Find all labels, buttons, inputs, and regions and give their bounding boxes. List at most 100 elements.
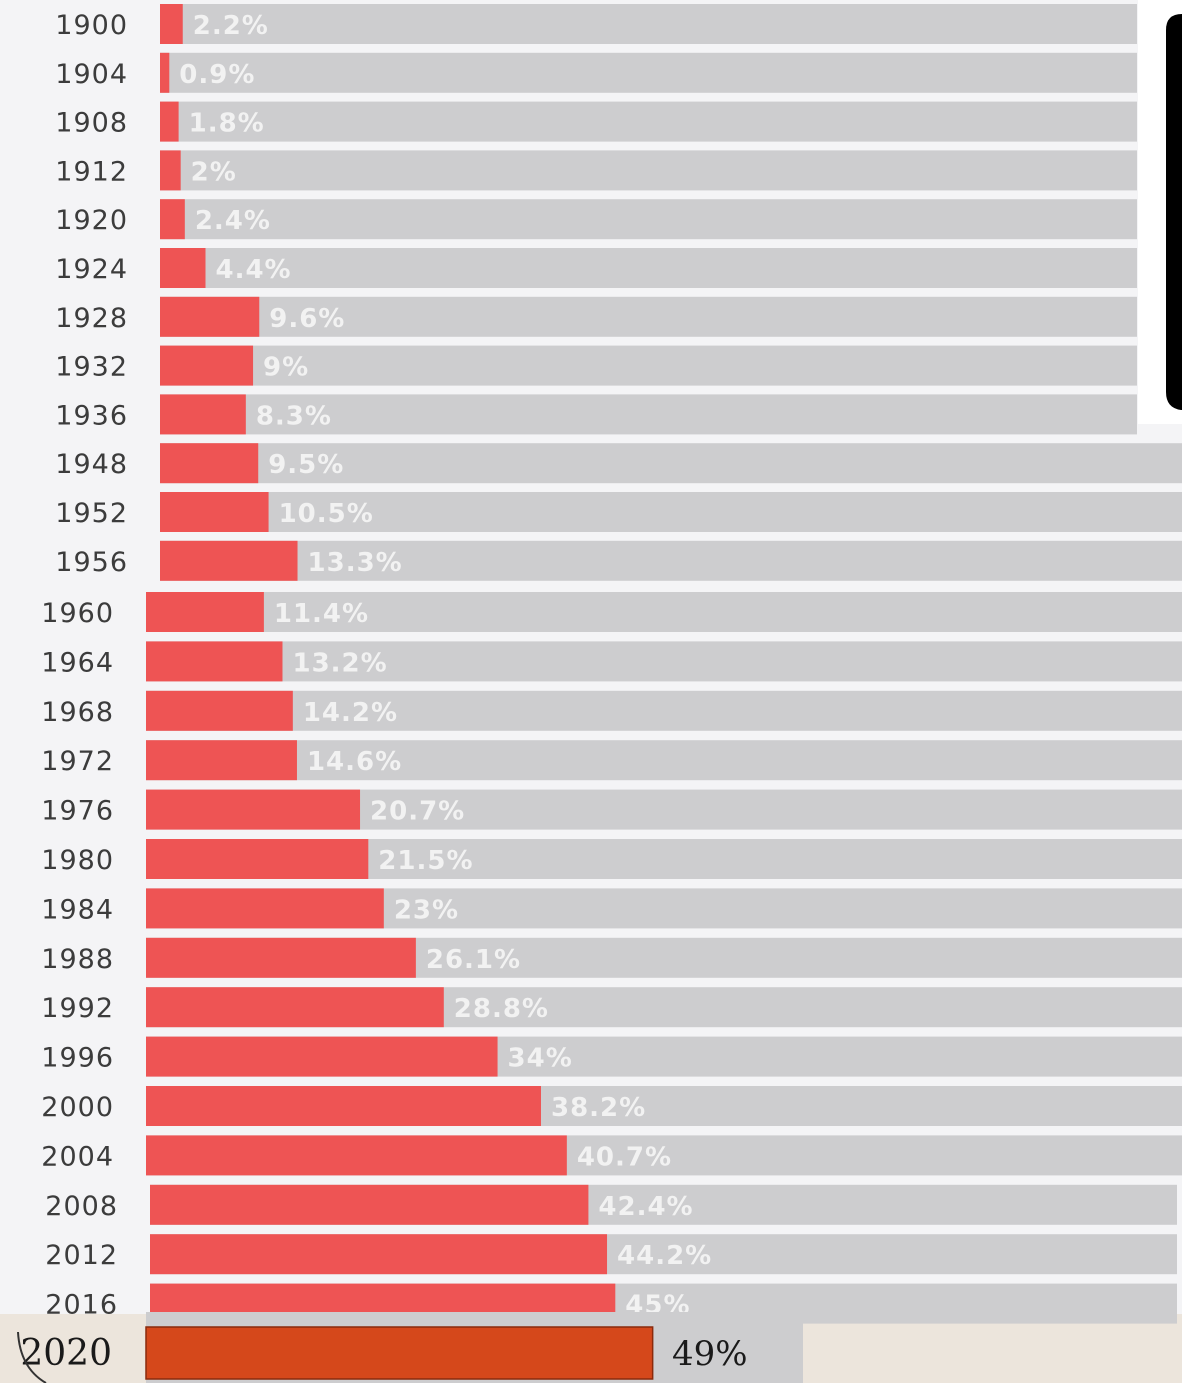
value-label: 21.5% xyxy=(378,846,473,876)
bar xyxy=(160,394,246,435)
value-label: 40.7% xyxy=(577,1142,672,1172)
bar-track xyxy=(146,690,1182,731)
year-label: 1900 xyxy=(55,10,128,41)
year-label: 1980 xyxy=(41,845,114,876)
bar-track xyxy=(160,443,1182,484)
bar-track xyxy=(160,540,1182,581)
bar xyxy=(160,540,298,581)
value-label: 13.2% xyxy=(292,648,387,678)
value-label: 23% xyxy=(394,895,459,925)
bar xyxy=(146,839,369,879)
value-label: 9% xyxy=(263,353,309,383)
year-label: 1912 xyxy=(55,156,128,187)
year-label: 1952 xyxy=(55,498,128,529)
bar-track xyxy=(160,394,1137,435)
bar-track xyxy=(146,592,1182,632)
year-label: 1968 xyxy=(41,697,114,728)
year-label: 2012 xyxy=(45,1240,118,1271)
value-label: 8.3% xyxy=(256,401,332,431)
value-label: 13.3% xyxy=(308,548,403,578)
bar xyxy=(160,248,206,288)
bar xyxy=(160,345,254,386)
bar xyxy=(146,740,297,781)
year-label: 1908 xyxy=(55,108,128,139)
value-label: 1.8% xyxy=(189,109,265,139)
value-label: 20.7% xyxy=(370,797,465,827)
bar xyxy=(146,592,264,632)
year-label: 1920 xyxy=(55,205,128,236)
value-label: 2.4% xyxy=(195,206,271,236)
bar xyxy=(146,641,283,682)
value-label: 14.6% xyxy=(307,747,402,777)
bar-track xyxy=(160,150,1137,191)
bar xyxy=(160,443,259,484)
value-label: 9.6% xyxy=(269,304,345,334)
bar xyxy=(160,150,181,191)
bar xyxy=(150,1184,589,1225)
bar xyxy=(146,937,416,978)
bar-track xyxy=(160,345,1137,386)
bar-track xyxy=(160,296,1137,337)
year-label: 1992 xyxy=(41,993,114,1024)
year-label: 2020 xyxy=(20,1333,112,1374)
value-label: 0.9% xyxy=(179,60,255,90)
bar xyxy=(146,789,361,830)
value-label: 10.5% xyxy=(279,499,374,529)
bar-track xyxy=(160,492,1182,532)
value-label: 4.4% xyxy=(215,255,291,285)
bar xyxy=(160,4,183,44)
bar-track xyxy=(146,740,1182,781)
year-label: 1904 xyxy=(55,59,128,90)
bar xyxy=(146,690,293,731)
bar xyxy=(160,199,185,240)
year-label: 2008 xyxy=(45,1191,118,1222)
bar xyxy=(160,101,179,142)
bar-track xyxy=(146,641,1182,682)
year-label: 1924 xyxy=(55,254,128,285)
bar xyxy=(145,1326,654,1380)
value-label: 2% xyxy=(191,157,237,187)
value-label: 14.2% xyxy=(303,698,398,728)
year-label: 1932 xyxy=(55,352,128,383)
value-label: 28.8% xyxy=(454,994,549,1024)
overlay-panel xyxy=(1166,14,1182,410)
bar xyxy=(160,296,260,337)
corner-curve xyxy=(17,1331,47,1383)
bar-track xyxy=(160,199,1137,240)
year-label: 1972 xyxy=(41,746,114,777)
bar xyxy=(146,1036,498,1077)
value-label: 44.2% xyxy=(617,1241,712,1271)
value-label: 38.2% xyxy=(551,1093,646,1123)
bar-track xyxy=(160,101,1137,142)
value-label: 42.4% xyxy=(598,1192,693,1222)
bar-track xyxy=(160,248,1137,288)
bar xyxy=(160,492,269,532)
value-label: 9.5% xyxy=(268,450,344,480)
year-label: 1964 xyxy=(41,647,114,678)
value-label: 49% xyxy=(672,1334,748,1374)
bar xyxy=(146,1135,567,1176)
bar xyxy=(160,52,170,93)
year-label: 1984 xyxy=(41,894,114,925)
bar-track xyxy=(160,52,1137,93)
value-label: 26.1% xyxy=(426,945,521,975)
bar xyxy=(146,987,444,1028)
year-label: 1996 xyxy=(41,1043,114,1074)
year-label: 2004 xyxy=(41,1141,114,1172)
year-label: 1928 xyxy=(55,303,128,334)
bar xyxy=(150,1234,608,1275)
year-label: 1948 xyxy=(55,449,128,480)
value-label: 34% xyxy=(508,1044,573,1074)
value-label: 2.2% xyxy=(193,11,269,41)
year-label: 1960 xyxy=(41,598,114,629)
bar xyxy=(146,1086,541,1126)
year-label: 1988 xyxy=(41,944,114,975)
value-label: 11.4% xyxy=(274,599,369,629)
bar-track xyxy=(160,4,1137,44)
year-label: 2000 xyxy=(41,1092,114,1123)
year-label: 1976 xyxy=(41,796,114,827)
year-label: 2016 xyxy=(45,1290,118,1321)
year-label: 1956 xyxy=(55,547,128,578)
bar xyxy=(146,888,384,929)
